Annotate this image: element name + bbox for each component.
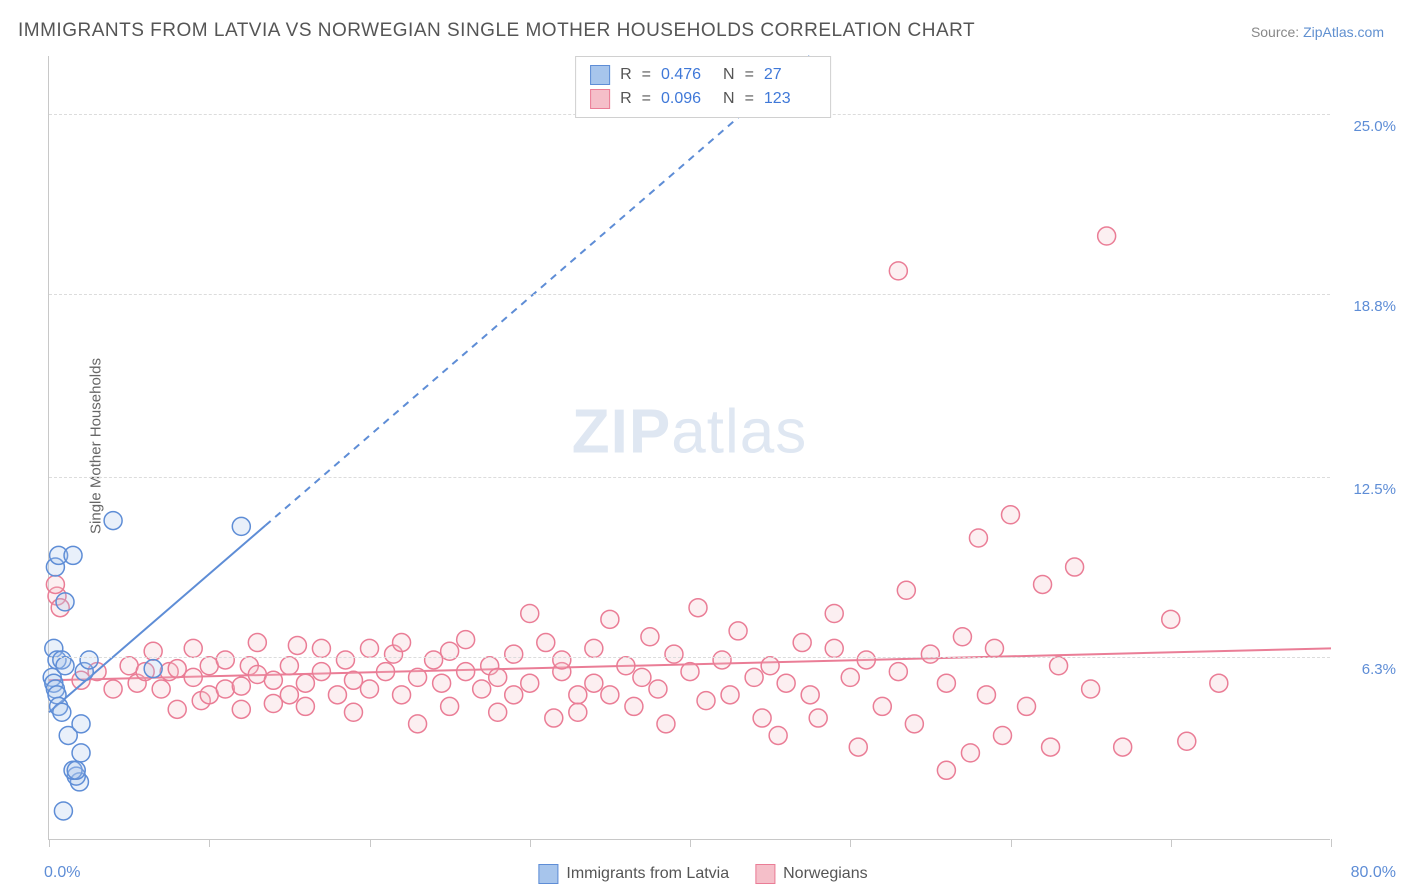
y-tick-label: 12.5% bbox=[1353, 481, 1396, 498]
stats-row: R=0.096N=123 bbox=[590, 87, 816, 111]
x-tick bbox=[690, 839, 691, 847]
legend-swatch bbox=[590, 89, 610, 109]
stat-n-value: 27 bbox=[764, 66, 816, 84]
correlation-chart: IMMIGRANTS FROM LATVIA VS NORWEGIAN SING… bbox=[0, 0, 1406, 892]
stats-row: R=0.476N=27 bbox=[590, 63, 816, 87]
stats-legend: R=0.476N=27R=0.096N=123 bbox=[575, 56, 831, 118]
source-attribution: Source: ZipAtlas.com bbox=[1251, 24, 1384, 40]
series-legend: Immigrants from Latvia Norwegians bbox=[538, 864, 867, 884]
x-tick bbox=[850, 839, 851, 847]
gridline bbox=[49, 657, 1330, 658]
source-label: Source: bbox=[1251, 24, 1299, 40]
x-axis-min-label: 0.0% bbox=[44, 864, 80, 882]
x-axis-max-label: 80.0% bbox=[1351, 864, 1396, 882]
chart-title: IMMIGRANTS FROM LATVIA VS NORWEGIAN SING… bbox=[18, 20, 975, 42]
legend-label: Immigrants from Latvia bbox=[566, 865, 729, 883]
stat-n-value: 123 bbox=[764, 90, 816, 108]
plot-area: ZIPatlas bbox=[48, 56, 1330, 840]
legend-item: Immigrants from Latvia bbox=[538, 864, 729, 884]
y-tick-label: 25.0% bbox=[1353, 118, 1396, 135]
legend-swatch bbox=[590, 65, 610, 85]
x-tick bbox=[1011, 839, 1012, 847]
gridline bbox=[49, 294, 1330, 295]
x-tick bbox=[370, 839, 371, 847]
scatter-svg bbox=[49, 56, 1330, 839]
x-tick bbox=[49, 839, 50, 847]
y-tick-label: 6.3% bbox=[1362, 661, 1396, 678]
legend-swatch bbox=[755, 864, 775, 884]
stat-r-value: 0.476 bbox=[661, 66, 713, 84]
legend-swatch bbox=[538, 864, 558, 884]
stat-r-value: 0.096 bbox=[661, 90, 713, 108]
stat-n-label: N bbox=[723, 90, 735, 108]
y-tick-label: 18.8% bbox=[1353, 298, 1396, 315]
legend-label: Norwegians bbox=[783, 865, 867, 883]
x-tick bbox=[1171, 839, 1172, 847]
gridline bbox=[49, 477, 1330, 478]
legend-item: Norwegians bbox=[755, 864, 867, 884]
stat-r-label: R bbox=[620, 90, 632, 108]
stat-r-label: R bbox=[620, 66, 632, 84]
x-tick bbox=[530, 839, 531, 847]
source-value: ZipAtlas.com bbox=[1303, 24, 1384, 40]
stat-n-label: N bbox=[723, 66, 735, 84]
x-tick bbox=[209, 839, 210, 847]
x-tick bbox=[1331, 839, 1332, 847]
